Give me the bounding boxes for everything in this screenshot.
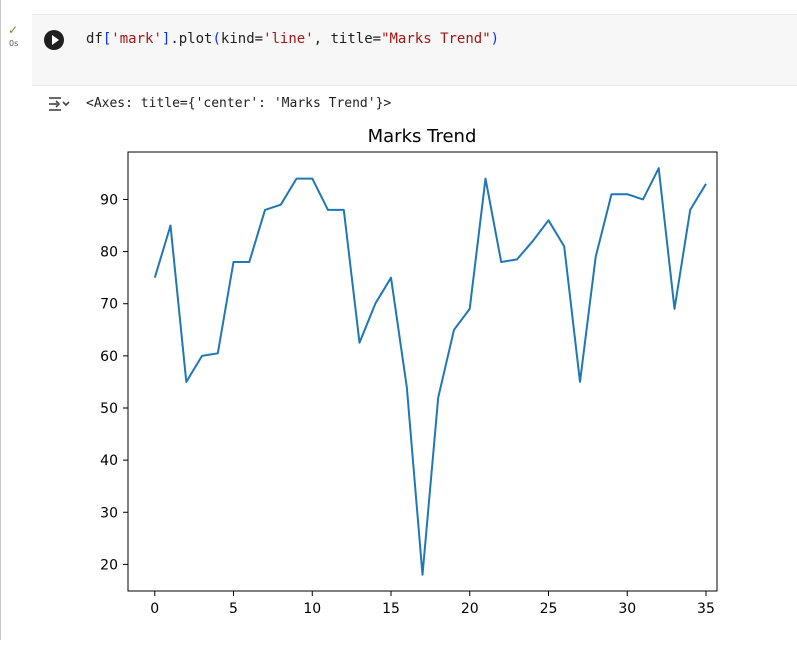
code-token: .plot	[170, 31, 213, 47]
x-tick-label: 5	[229, 601, 238, 617]
x-tick-label: 20	[461, 601, 479, 617]
run-cell-button[interactable]	[44, 30, 64, 50]
y-tick-label: 90	[100, 192, 118, 208]
code-token: , title=	[313, 31, 382, 47]
x-tick-label: 15	[382, 601, 400, 617]
code-token: "Marks Trend"	[381, 31, 491, 47]
code-token: df	[86, 31, 103, 47]
code-editor-line[interactable]: df['mark'].plot(kind='line', title="Mark…	[86, 30, 499, 48]
y-tick-label: 30	[100, 505, 118, 521]
code-cell[interactable]	[32, 14, 797, 86]
x-tick-label: 35	[697, 601, 715, 617]
marks-series-line	[153, 167, 707, 576]
code-token: 'mark'	[111, 31, 162, 47]
chart-title: Marks Trend	[368, 126, 477, 147]
play-icon	[52, 35, 59, 45]
code-token: )	[490, 31, 500, 47]
plot-frame	[127, 151, 718, 592]
output-repr-text: <Axes: title={'center': 'Marks Trend'}>	[86, 96, 392, 111]
y-tick-label: 80	[100, 245, 118, 261]
success-check-icon: ✓	[8, 23, 19, 37]
y-tick-label: 60	[100, 349, 118, 365]
code-token: [	[102, 31, 112, 47]
code-token: ]	[161, 31, 171, 47]
y-tick-label: 50	[100, 401, 118, 417]
x-tick-label: 10	[303, 601, 321, 617]
y-tick-label: 70	[100, 297, 118, 313]
output-toggle-icon[interactable]	[48, 96, 70, 112]
execution-time: 0s	[9, 39, 19, 48]
code-token: kind=	[220, 31, 264, 47]
x-tick-label: 25	[540, 601, 558, 617]
x-tick-label: 0	[150, 601, 159, 617]
y-tick-label: 20	[100, 557, 118, 573]
x-tick-label: 30	[618, 601, 636, 617]
left-border	[0, 0, 1, 640]
y-tick-label: 40	[100, 453, 118, 469]
code-token: 'line'	[263, 31, 314, 47]
code-token: (	[212, 31, 221, 47]
